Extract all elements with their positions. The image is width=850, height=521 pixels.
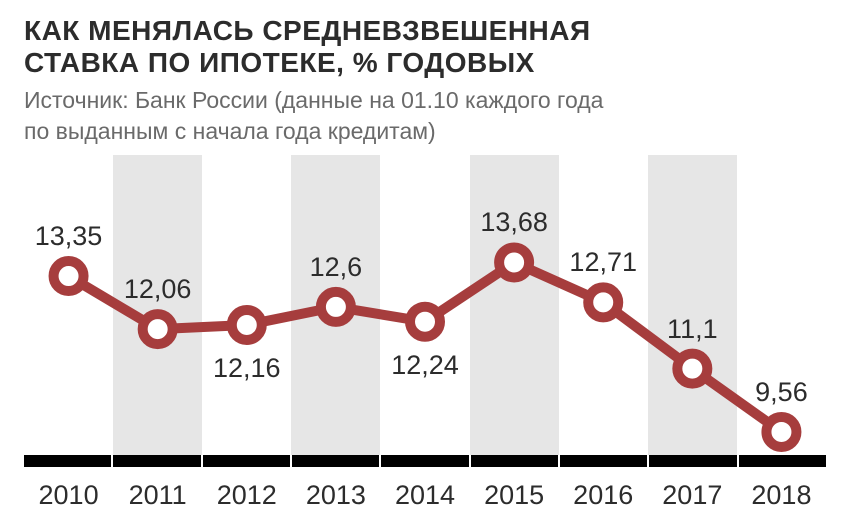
chart-value-label: 12,06 (124, 274, 192, 305)
x-axis-label: 2017 (648, 472, 737, 511)
chart-source: Источник: Банк России (данные на 01.10 к… (24, 85, 826, 147)
baseline-segment (201, 455, 290, 467)
baseline-segment (558, 455, 647, 467)
chart-value-label: 12,16 (213, 353, 281, 384)
title-line-1: КАК МЕНЯЛАСЬ СРЕДНЕВЗВЕШЕННАЯ (24, 15, 591, 46)
x-axis-label: 2012 (202, 472, 291, 511)
x-axis-label: 2011 (113, 472, 202, 511)
chart-marker (54, 261, 84, 291)
chart-value-label: 13,35 (35, 221, 103, 252)
chart-marker (677, 354, 707, 384)
chart-value-label: 13,68 (480, 207, 548, 238)
x-axis-label: 2016 (559, 472, 648, 511)
x-axis-label: 2015 (470, 472, 559, 511)
chart-marker (499, 247, 529, 277)
baseline-segment (379, 455, 468, 467)
x-axis-label: 2010 (24, 472, 113, 511)
chart-marker (410, 307, 440, 337)
baseline-segment (737, 455, 826, 467)
chart-line-layer (24, 155, 826, 467)
chart-marker (766, 417, 796, 447)
title-line-2: СТАВКА ПО ИПОТЕКЕ, % ГОДОВЫХ (24, 47, 535, 78)
chart-marker (588, 287, 618, 317)
chart-value-label: 12,24 (391, 350, 459, 381)
baseline-segment (111, 455, 200, 467)
chart-value-label: 11,1 (667, 314, 718, 345)
chart-value-label: 12,6 (310, 252, 363, 283)
source-line-1: Источник: Банк России (данные на 01.10 к… (24, 87, 603, 113)
chart-x-axis: 201020112012201320142015201620172018 (24, 472, 826, 511)
chart-title: КАК МЕНЯЛАСЬ СРЕДНЕВЗВЕШЕННАЯ СТАВКА ПО … (24, 15, 826, 79)
chart-baseline (24, 455, 826, 467)
baseline-segment (24, 455, 111, 467)
baseline-segment (647, 455, 736, 467)
baseline-segment (469, 455, 558, 467)
chart-container: КАК МЕНЯЛАСЬ СРЕДНЕВЗВЕШЕННАЯ СТАВКА ПО … (0, 0, 850, 521)
chart-marker (143, 314, 173, 344)
source-line-2: по выданным с начала года кредитам) (24, 118, 436, 144)
chart-marker (321, 292, 351, 322)
baseline-segment (290, 455, 379, 467)
chart-value-label: 12,71 (569, 247, 637, 278)
x-axis-label: 2013 (291, 472, 380, 511)
x-axis-label: 2018 (737, 472, 826, 511)
chart-value-label: 9,56 (755, 377, 808, 408)
chart-plot-area: 13,35 12,06 12,16 12,6 12,24 13,68 12,71 11,1 9,… (24, 155, 826, 467)
x-axis-label: 2014 (380, 472, 469, 511)
chart-marker (232, 310, 262, 340)
